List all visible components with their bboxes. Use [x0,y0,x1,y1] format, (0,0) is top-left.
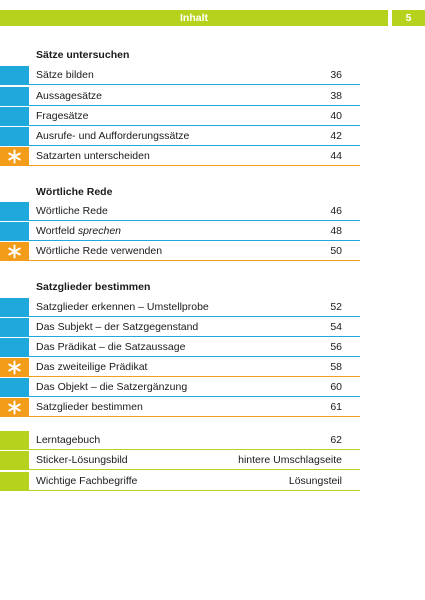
row-underline [29,355,360,357]
toc-row-label: Satzglieder bestimmen [36,401,143,413]
toc-row-page: 44 [330,150,342,162]
row-marker [0,202,29,221]
toc-row[interactable]: Wörtliche Rede 46 [0,202,360,221]
section-title-woertliche-rede: Wörtliche Rede [36,186,113,198]
row-marker [0,318,29,337]
toc-row-label: Das Prädikat – die Satzaussage [36,341,186,353]
toc-row[interactable]: Fragesätze 40 [0,107,360,126]
toc-row-page: 58 [330,361,342,373]
row-marker [0,398,29,417]
toc-row[interactable]: Satzglieder bestimmen 61 [0,398,360,417]
row-underline [29,83,360,85]
row-marker [0,127,29,146]
toc-row-label-italic: sprechen [77,225,122,237]
row-underline [29,124,360,126]
toc-row-label: Satzglieder erkennen – Umstellprobe [36,301,209,313]
toc-row-label: Fragesätze [36,110,89,122]
row-marker [0,338,29,357]
toc-row-label: Aussagesätze [36,90,102,102]
toc-row-page: 60 [330,381,342,393]
toc-row-label: Wortfeld sprechen [36,225,121,237]
row-marker [0,222,29,241]
toc-row[interactable]: Wortfeld sprechen 48 [0,222,360,241]
header-bar [0,10,388,26]
toc-row[interactable]: Satzglieder erkennen – Umstellprobe 52 [0,298,360,317]
toc-row-label: Ausrufe- und Aufforderungssätze [36,130,190,142]
toc-row-sticker[interactable]: Sticker-Lösungsbild hintere Umschlagseit… [0,451,360,470]
toc-row-page: 40 [330,110,342,122]
toc-row-page: 46 [330,205,342,217]
toc-row[interactable]: Sätze bilden 36 [0,66,360,85]
toc-row[interactable]: Das Prädikat – die Satzaussage 56 [0,338,360,357]
toc-row-page: 56 [330,341,342,353]
toc-row-page: 42 [330,130,342,142]
page-title: Inhalt [180,12,208,24]
row-marker [0,66,29,85]
toc-row[interactable]: Wörtliche Rede verwenden 50 [0,242,360,261]
toc-row-label: Wichtige Fachbegriffe [36,475,138,487]
row-marker [0,147,29,166]
toc-row-label: Das Subjekt – der Satzgegenstand [36,321,199,333]
toc-row-page: Lösungsteil [288,475,342,487]
toc-row-fachbegriffe[interactable]: Wichtige Fachbegriffe Lösungsteil [0,472,360,491]
toc-row-page: 61 [330,401,342,413]
toc-row[interactable]: Ausrufe- und Aufforderungssätze 42 [0,127,360,146]
toc-row[interactable]: Das Subjekt – der Satzgegenstand 54 [0,318,360,337]
row-underline [29,219,360,221]
row-marker [0,107,29,126]
star-icon [8,244,21,259]
row-underline [29,315,360,317]
row-underline [29,448,360,450]
row-marker [0,298,29,317]
section-title-saetze-untersuchen: Sätze untersuchen [36,49,130,61]
row-marker [0,431,29,450]
section-title-satzglieder-bestimmen: Satzglieder bestimmen [36,281,151,293]
toc-row-label: Satzarten unterscheiden [36,150,150,162]
star-icon [8,149,21,164]
toc-row[interactable]: Aussagesätze 38 [0,87,360,106]
toc-row-label: Sticker-Lösungsbild [36,454,128,466]
row-underline [29,104,360,106]
star-icon [8,400,21,415]
toc-row-label: Das zweiteilige Prädikat [36,361,148,373]
toc-row-page: 50 [330,245,342,257]
toc-row-label: Wörtliche Rede [36,205,108,217]
row-underline [29,164,360,166]
row-marker [0,472,29,491]
toc-row-lerntagebuch[interactable]: Lerntagebuch 62 [0,431,360,450]
row-marker [0,451,29,470]
toc-row-label: Lerntagebuch [36,434,101,446]
toc-row[interactable]: Das zweiteilige Prädikat 58 [0,358,360,377]
toc-row-page: 54 [330,321,342,333]
toc-row[interactable]: Das Objekt – die Satzergänzung 60 [0,378,360,397]
toc-row-page: 62 [330,434,342,446]
row-marker [0,87,29,106]
toc-row-label: Wörtliche Rede verwenden [36,245,163,257]
star-icon [8,360,21,375]
page-number-badge: 5 [392,10,425,26]
toc-row-page: hintere Umschlagseite [238,454,342,466]
toc-row-label: Sätze bilden [36,69,94,81]
row-underline [29,375,360,377]
row-underline [29,239,360,241]
row-marker [0,242,29,261]
row-marker [0,358,29,377]
row-underline [29,144,360,146]
row-underline [29,259,360,261]
toc-row-page: 52 [330,301,342,313]
toc-row-label-prefix: Wortfeld [36,225,78,237]
toc-row-page: 48 [330,225,342,237]
row-underline [29,489,360,491]
toc-row-label: Das Objekt – die Satzergänzung [36,381,188,393]
row-marker [0,378,29,397]
row-underline [29,335,360,337]
toc-row-page: 36 [330,69,342,81]
row-underline [29,415,360,417]
toc-row-page: 38 [330,90,342,102]
toc-row[interactable]: Satzarten unterscheiden 44 [0,147,360,166]
row-underline [29,395,360,397]
row-underline [29,468,360,470]
